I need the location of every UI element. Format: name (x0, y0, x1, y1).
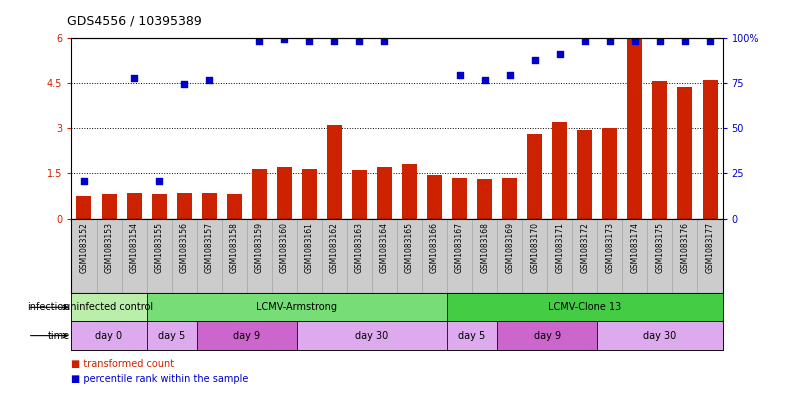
Text: GSM1083176: GSM1083176 (680, 222, 689, 273)
Bar (71, 321, 147, 350)
Bar (227, 195, 241, 219)
Text: GSM1083170: GSM1083170 (530, 222, 539, 273)
Text: infection: infection (27, 302, 70, 312)
Point (679, 38, 692, 44)
Bar (197, 321, 297, 350)
Text: GSM1083164: GSM1083164 (380, 222, 389, 273)
Bar (527, 134, 542, 219)
Point (703, 38, 716, 44)
Text: day 30: day 30 (643, 331, 676, 341)
Text: GSM1083159: GSM1083159 (255, 222, 264, 273)
Bar (71, 293, 147, 321)
Point (303, 38, 316, 44)
Bar (452, 178, 467, 219)
Bar (297, 321, 447, 350)
Text: GSM1083155: GSM1083155 (155, 222, 164, 273)
Text: LCMV-Armstrong: LCMV-Armstrong (256, 302, 337, 312)
Bar (277, 167, 292, 219)
Bar (147, 293, 447, 321)
Bar (152, 195, 167, 219)
Text: day 5: day 5 (158, 331, 185, 341)
Point (478, 77, 491, 83)
Bar (603, 128, 618, 219)
Point (579, 38, 592, 44)
Text: uninfected control: uninfected control (64, 302, 153, 312)
Bar (497, 321, 597, 350)
Point (128, 75, 141, 82)
Text: GSM1083171: GSM1083171 (555, 222, 565, 273)
Bar (577, 130, 592, 219)
Text: GSM1083169: GSM1083169 (505, 222, 515, 273)
Bar (553, 122, 567, 219)
Point (603, 38, 616, 44)
Text: day 0: day 0 (95, 331, 122, 341)
Bar (477, 179, 492, 219)
Bar (627, 38, 642, 219)
Text: GSM1083152: GSM1083152 (79, 222, 88, 273)
Point (253, 38, 266, 44)
Text: GSM1083157: GSM1083157 (205, 222, 214, 273)
Text: GSM1083158: GSM1083158 (229, 222, 239, 273)
Bar (176, 193, 191, 219)
Bar (252, 169, 267, 219)
Text: GSM1083177: GSM1083177 (706, 222, 715, 273)
Text: GSM1083168: GSM1083168 (480, 222, 489, 273)
Bar (427, 175, 442, 219)
Text: GSM1083162: GSM1083162 (330, 222, 339, 273)
Bar (302, 169, 317, 219)
Text: GSM1083154: GSM1083154 (129, 222, 139, 273)
Bar (202, 193, 217, 219)
Text: GSM1083153: GSM1083153 (105, 222, 114, 273)
Point (78, 178, 91, 184)
Text: ■ percentile rank within the sample: ■ percentile rank within the sample (71, 374, 249, 384)
Bar (502, 178, 517, 219)
Bar (653, 81, 668, 219)
Text: ■ transformed count: ■ transformed count (71, 358, 175, 369)
Bar (597, 321, 723, 350)
Point (328, 38, 341, 44)
Point (278, 36, 291, 42)
Text: day 5: day 5 (458, 331, 486, 341)
Text: time: time (48, 331, 70, 341)
Text: GSM1083166: GSM1083166 (430, 222, 439, 273)
Bar (147, 321, 197, 350)
Bar (402, 164, 417, 219)
Text: GSM1083160: GSM1083160 (279, 222, 289, 273)
Bar (126, 193, 141, 219)
Text: day 9: day 9 (233, 331, 260, 341)
Point (202, 77, 215, 83)
Bar (447, 321, 497, 350)
Text: GSM1083174: GSM1083174 (630, 222, 639, 273)
Point (453, 72, 466, 79)
Text: GSM1083173: GSM1083173 (605, 222, 615, 273)
Bar (327, 125, 342, 219)
Text: GDS4556 / 10395389: GDS4556 / 10395389 (67, 15, 202, 28)
Bar (703, 80, 718, 219)
Text: GSM1083172: GSM1083172 (580, 222, 589, 273)
Text: GSM1083165: GSM1083165 (405, 222, 414, 273)
Bar (447, 293, 723, 321)
Text: GSM1083161: GSM1083161 (305, 222, 314, 273)
Text: LCMV-Clone 13: LCMV-Clone 13 (548, 302, 622, 312)
Text: day 9: day 9 (534, 331, 561, 341)
Point (653, 38, 666, 44)
Bar (352, 170, 367, 219)
Text: GSM1083167: GSM1083167 (455, 222, 464, 273)
Point (503, 72, 516, 79)
Text: GSM1083175: GSM1083175 (655, 222, 665, 273)
Bar (76, 196, 91, 219)
Point (553, 51, 566, 57)
Text: GSM1083163: GSM1083163 (355, 222, 364, 273)
Bar (377, 167, 392, 219)
Text: GSM1083156: GSM1083156 (179, 222, 189, 273)
Point (629, 38, 642, 44)
Point (178, 81, 191, 88)
Point (353, 38, 366, 44)
Point (152, 178, 165, 184)
Point (378, 38, 391, 44)
Text: day 30: day 30 (356, 331, 388, 341)
Bar (102, 195, 117, 219)
Bar (677, 87, 692, 219)
Point (528, 57, 541, 63)
